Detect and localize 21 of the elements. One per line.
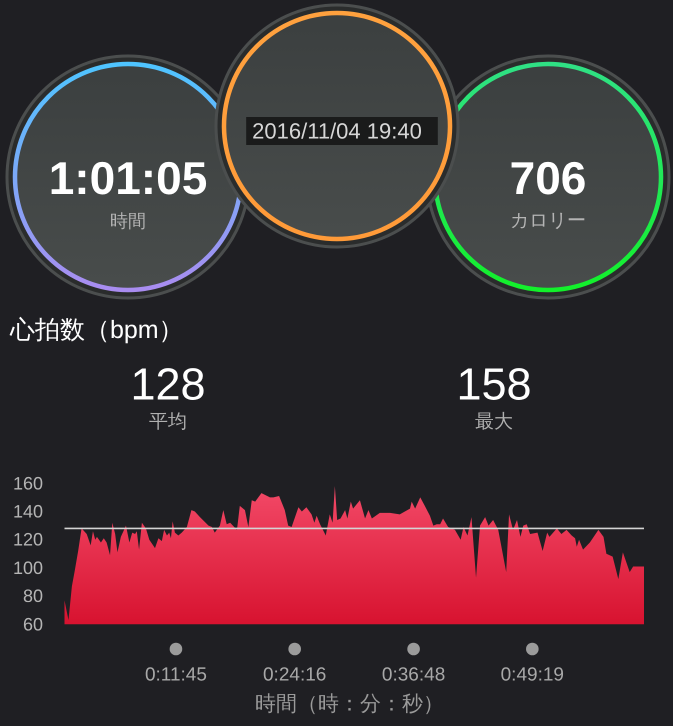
y-tick-label: 80	[22, 586, 43, 606]
x-tick-label: 0:11:45	[144, 664, 207, 686]
text: 706	[510, 152, 586, 204]
y-tick-label: 140	[12, 502, 43, 522]
text: 128	[130, 358, 206, 410]
x-axis-title: 時間（時：分：秒）	[254, 692, 444, 716]
text: 時間	[110, 211, 146, 231]
y-tick-label: 100	[12, 558, 43, 578]
text: 1:01:05	[48, 152, 208, 204]
text: 最大	[475, 412, 513, 432]
text: カロリー	[510, 210, 586, 232]
y-tick-label: 120	[12, 530, 43, 550]
x-tick-label: 0:36:48	[382, 664, 446, 686]
text: 平均	[149, 412, 187, 432]
chart-title: 心拍数（bpm）	[9, 316, 184, 344]
y-tick-label: 60	[22, 614, 43, 634]
y-tick-label: 160	[12, 473, 43, 494]
text: 2016/11/04 19:40	[252, 118, 422, 144]
text: 158	[456, 358, 532, 410]
x-tick-label: 0:49:19	[500, 664, 564, 686]
x-tick-label: 0:24:16	[262, 664, 326, 686]
